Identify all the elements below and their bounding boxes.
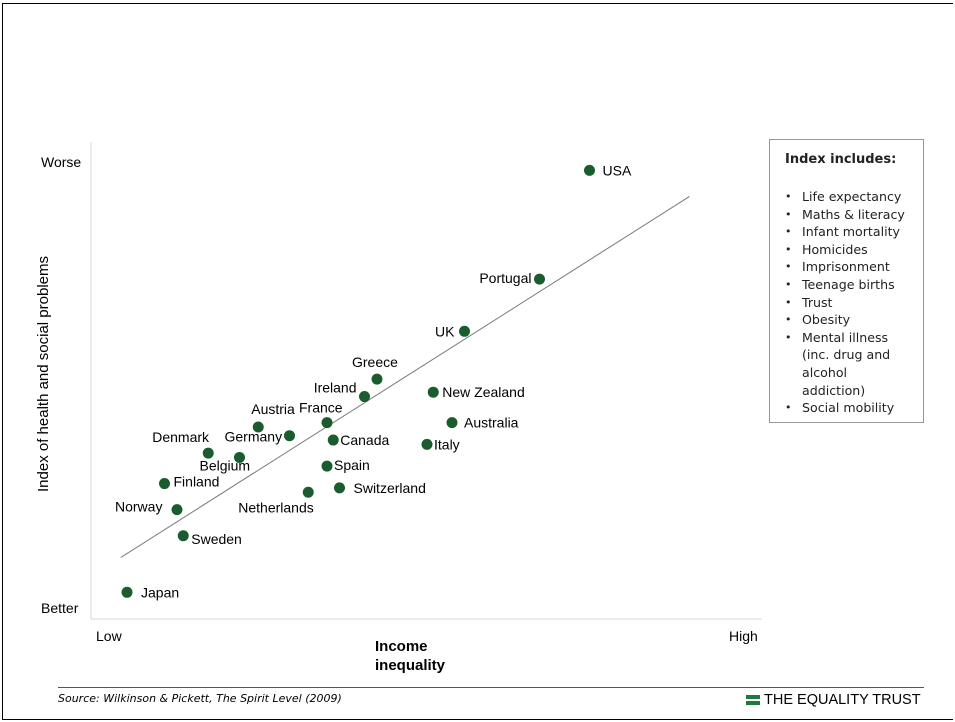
brand-name: THE EQUALITY TRUST	[764, 692, 921, 708]
point-label-greece: Greece	[352, 354, 398, 370]
data-point-canada	[327, 434, 339, 446]
point-label-new-zealand: New Zealand	[442, 384, 525, 400]
point-label-ireland: Ireland	[314, 380, 357, 396]
point-label-portugal: Portugal	[479, 270, 531, 286]
data-point-uk	[459, 325, 470, 337]
index-box-title: Index includes:	[785, 152, 897, 167]
data-point-australia	[446, 417, 458, 429]
data-point-new-zealand	[427, 386, 439, 398]
data-point-france	[321, 417, 333, 429]
index-item: Obesity	[784, 311, 924, 329]
data-point-norway	[171, 504, 183, 516]
point-label-netherlands: Netherlands	[238, 499, 314, 515]
x-axis-label-line-1: Income	[375, 638, 428, 655]
index-item: Mental illness (inc. drug and alcohol ad…	[784, 329, 912, 399]
point-label-japan: Japan	[141, 584, 179, 600]
point-label-switzerland: Switzerland	[354, 480, 426, 496]
index-items-list: Life expectancy Maths & literacy Infant …	[784, 188, 924, 417]
x-axis-label: Income inequality	[375, 638, 446, 674]
index-item: Social mobility	[784, 399, 924, 417]
trend-line	[120, 196, 690, 558]
point-label-sweden: Sweden	[191, 531, 242, 547]
data-point-greece	[371, 373, 383, 385]
data-point-austria	[252, 421, 264, 433]
data-point-germany	[284, 430, 295, 442]
data-point-switzerland	[334, 482, 345, 494]
point-label-norway: Norway	[115, 499, 162, 515]
y-tick-label-top: Worse	[41, 154, 81, 170]
y-axis-label: Index of health and social problems	[35, 256, 52, 492]
data-point-japan	[121, 586, 133, 598]
brand-logo-text: THE EQUALITY TRUST	[746, 692, 921, 708]
index-item: Life expectancy	[784, 188, 924, 206]
data-point-netherlands	[302, 486, 314, 498]
point-label-austria: Austria	[251, 401, 295, 417]
x-axis-label-line-2: inequality	[375, 657, 446, 674]
point-label-france: France	[299, 400, 343, 416]
point-label-finland: Finland	[174, 474, 220, 490]
index-item: Homicides	[784, 241, 924, 259]
index-item: Teenage births	[784, 276, 924, 294]
index-item: Trust	[784, 294, 924, 312]
data-point-ireland	[359, 391, 370, 403]
index-item: Infant mortality	[784, 223, 924, 241]
y-tick-label-bottom: Better	[41, 600, 79, 616]
data-point-finland	[159, 478, 170, 490]
data-point-spain	[321, 460, 333, 472]
data-point-belgium	[234, 451, 245, 463]
data-point-usa	[584, 164, 595, 176]
footer-divider	[58, 687, 924, 688]
point-label-uk: UK	[435, 323, 455, 339]
point-label-germany: Germany	[225, 429, 283, 445]
point-label-australia: Australia	[464, 415, 519, 431]
index-includes-box: Index includes: Life expectancy Maths & …	[769, 139, 924, 423]
x-tick-label-right: High	[729, 628, 758, 644]
point-label-canada: Canada	[340, 432, 389, 448]
index-item: Imprisonment	[784, 258, 924, 276]
index-item: Maths & literacy	[784, 206, 924, 224]
data-point-italy	[421, 438, 433, 450]
data-point-portugal	[534, 273, 545, 285]
point-label-usa: USA	[603, 162, 632, 178]
data-point-sweden	[177, 530, 189, 542]
source-citation: Source: Wilkinson & Pickett, The Spirit …	[58, 692, 342, 705]
point-label-italy: Italy	[434, 436, 460, 452]
point-label-denmark: Denmark	[152, 429, 210, 445]
point-label-spain: Spain	[334, 457, 370, 473]
equality-trust-logo-icon	[746, 695, 760, 705]
data-point-denmark	[202, 447, 214, 459]
x-tick-label-left: Low	[96, 628, 123, 644]
point-label-belgium: Belgium	[200, 457, 251, 473]
